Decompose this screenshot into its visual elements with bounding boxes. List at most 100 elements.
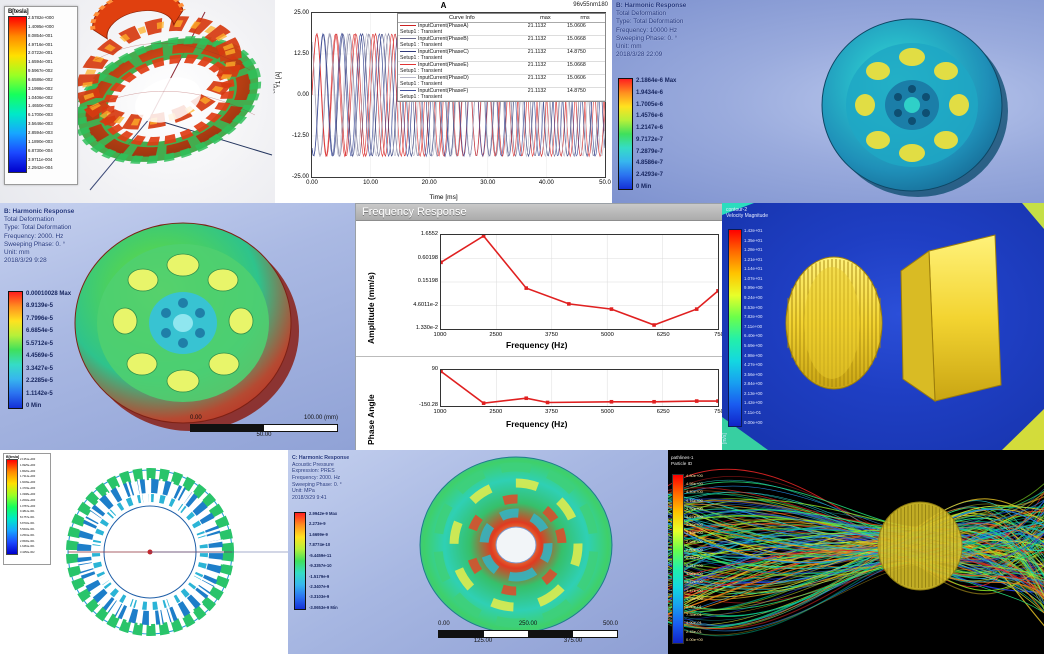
result-detail-lines: Acoustic Pressure Expression: PRES Frequen… <box>292 462 349 502</box>
curve-setup: Setup1 : Transient <box>400 94 524 100</box>
y-tick-2: 0.00 <box>297 92 309 98</box>
legend-value-5: 1.07e+01 <box>744 277 762 281</box>
legend-value-17: 2.13e+00 <box>744 392 762 396</box>
legend-value-4: -5.4459e-11 <box>309 554 338 558</box>
legend-value-15: 1.23e+00 <box>686 597 703 601</box>
amplitude-series <box>441 235 718 329</box>
result-header: C: Harmonic Response <box>292 455 349 462</box>
curve-color-swatch-icon <box>400 77 416 79</box>
scale-bar: 0.00 250.00 500.0 125.00 375.00 <box>438 621 618 646</box>
legend-total-deformation: 2.1864e-6 Max 1.9434e-6 1.7005e-6 1.4576e-6… <box>618 78 676 190</box>
curve-info-table: Curve Info max rms InputCurrent(PhaseA) Set… <box>397 13 606 102</box>
legend-value-1: 2.273e-9 <box>309 522 338 526</box>
y-axis-label: Y1 [A] <box>276 72 282 88</box>
curve-name-cell: InputCurrent(PhaseC) Setup1 : Transient <box>398 49 526 62</box>
y-tick-1: 12.50 <box>294 51 309 57</box>
curve-name-cell: InputCurrent(PhaseE) Setup1 : Transient <box>398 62 526 75</box>
amplitude-point-5 <box>652 323 656 327</box>
amplitude-y-tick-2: 0.15198 <box>382 278 438 284</box>
x-tick-1: 10.00 <box>363 180 378 186</box>
legend-value-9: 0 Min <box>26 403 71 409</box>
legend-value-9: 7.82e+00 <box>744 315 762 319</box>
legend-value-8: 8.53e+00 <box>744 306 762 310</box>
legend-colorbar <box>6 459 18 555</box>
result-line-2: Frequency: 2000. Hz <box>4 233 74 241</box>
curve-name-cell: InputCurrent(PhaseF) Setup1 : Transient <box>398 88 526 101</box>
pathlines-title: pathlines-1 Particle ID <box>671 455 693 466</box>
pathlines-title-line-1: pathlines-1 <box>671 455 693 461</box>
legend-value-19: 7.11e-01 <box>744 411 762 415</box>
phase-x-tick-4: 6250 <box>657 409 670 415</box>
phase-point-5 <box>652 400 656 404</box>
legend-value-0: 1.42e+01 <box>744 229 762 233</box>
amplitude-point-4 <box>610 307 614 311</box>
result-line-4: Unit: mm <box>4 249 74 257</box>
legend-colorbar <box>8 291 23 409</box>
legend-value-7: 3.19e+00 <box>686 531 703 535</box>
legend-value-7: 4.8586e-7 <box>636 160 676 166</box>
result-line-4: Unit: MPa <box>292 488 349 495</box>
legend-value-18: 4.90e-01 <box>686 621 703 625</box>
legend-value-16: 3.9711e-004 <box>28 158 75 162</box>
phase-point-3 <box>546 401 550 405</box>
panel-maxwell-flux-3d: B[tesla] 2.5782e+000 1.4095e+000 8.0854e-0… <box>0 0 275 203</box>
legend-value-13: 1.72e+00 <box>686 580 703 584</box>
curve-rms: 14.8750 <box>565 49 605 62</box>
legend-value-7: 1.2092e+000 <box>20 500 48 503</box>
legend-values: 2.1864e-6 Max 1.9434e-6 1.7005e-6 1.4576e-6… <box>633 78 676 190</box>
window-titlebar[interactable]: Frequency Response <box>356 204 723 221</box>
legend-value-2: 1.7005e-6 <box>636 102 676 108</box>
phase-point-0 <box>441 370 443 373</box>
curve-max: 21.1132 <box>526 62 565 75</box>
legend-colorbar <box>618 78 633 190</box>
legend-value-13: 2.8594e-003 <box>28 131 75 135</box>
legend-values: 2.9942e-9 Max 2.273e-9 1.6699e-9 7.8774e-10… <box>306 512 338 610</box>
panel-cfd-velocity-contour: contour-2 Velocity Magnitude 1.42e+01 1.3… <box>722 203 1044 450</box>
cfd-title-line-2: Velocity Magnitude <box>726 213 768 219</box>
scale-bottom-tick-1: 375.00 <box>564 638 582 644</box>
amplitude-point-1 <box>482 235 486 238</box>
legend-values: 0.00010028 Max 8.9139e-5 7.7996e-5 6.6854e-… <box>23 291 71 409</box>
legend-value-12: 3.5646e-003 <box>28 122 75 126</box>
legend-value-17: 2.2942e-004 <box>28 166 75 170</box>
amplitude-y-tick-0: 1.6552 <box>382 231 438 237</box>
curve-color-swatch-icon <box>400 25 416 27</box>
result-line-4: Unit: mm <box>616 43 686 51</box>
phase-chart: Phase Angle 90 -150.28 1000 2500 3750 5000 62… <box>356 359 723 449</box>
result-line-1: Type: Total Deformation <box>4 224 74 232</box>
phase-point-4 <box>610 400 614 404</box>
legend-value-2: 4.40e+00 <box>686 490 703 494</box>
y-tick-3: -12.50 <box>292 133 309 139</box>
legend-value-6: 9.99e+00 <box>744 286 762 290</box>
curve-info-row: InputCurrent(PhaseF) Setup1 : Transient 21… <box>398 88 605 101</box>
panel-acoustic-pressure: C: Harmonic Response Acoustic Pressure Ex… <box>288 450 668 654</box>
legend-value-1: 1.9434e-6 <box>636 90 676 96</box>
phase-point-6 <box>695 399 699 403</box>
curve-name-cell: InputCurrent(PhaseB) Setup1 : Transient <box>398 36 526 49</box>
amplitude-y-tick-1: 0.60198 <box>382 255 438 261</box>
scale-top-tick-0: 0.00 <box>438 621 450 627</box>
legend-value-16: 2.84e+00 <box>744 382 762 386</box>
result-caption: B: Harmonic Response Total Deformation Ty… <box>4 208 74 265</box>
legend-value-14: 4.27e+00 <box>744 363 762 367</box>
legend-value-14: 1.1890e-003 <box>28 140 75 144</box>
result-line-1: Type: Total Deformation <box>616 18 686 26</box>
phase-point-2 <box>524 396 528 400</box>
panel-flux-2d-crosssection: B[tesla] 2.1351e+000 1.9925e+000 1.8620e+0… <box>0 450 288 654</box>
panel-harmonic-response-2000hz: B: Harmonic Response Total Deformation Ty… <box>0 203 355 450</box>
amplitude-x-tick-1: 2500 <box>489 332 502 338</box>
legend-value-3: 4.9716e-001 <box>28 43 75 47</box>
legend-values: 4.80e+00 4.56e+00 4.40e+00 4.16e+00 3.92e+00… <box>684 474 703 642</box>
pathlines-title-line-2: Particle ID <box>671 461 693 467</box>
legend-value-10: 7.11e+00 <box>744 325 762 329</box>
legend-velocity-magnitude: 1.42e+01 1.35e+01 1.28e+01 1.21e+01 1.14e+01… <box>728 229 762 427</box>
result-line-2: Frequency: 2000. Hz <box>292 475 349 482</box>
amplitude-plot-frame <box>440 234 719 330</box>
legend-value-11: 6.8702e-001 <box>20 523 48 526</box>
legend-value-9: 2.80e+00 <box>686 548 703 552</box>
legend-value-12: 1.96e+00 <box>686 572 703 576</box>
result-line-3: Sweeping Phase: 0. ° <box>616 35 686 43</box>
curve-info-col-2: rms <box>565 14 605 23</box>
legend-value-10: 8.1757e-001 <box>20 517 48 520</box>
curve-info-header: Curve Info max rms <box>398 14 605 23</box>
